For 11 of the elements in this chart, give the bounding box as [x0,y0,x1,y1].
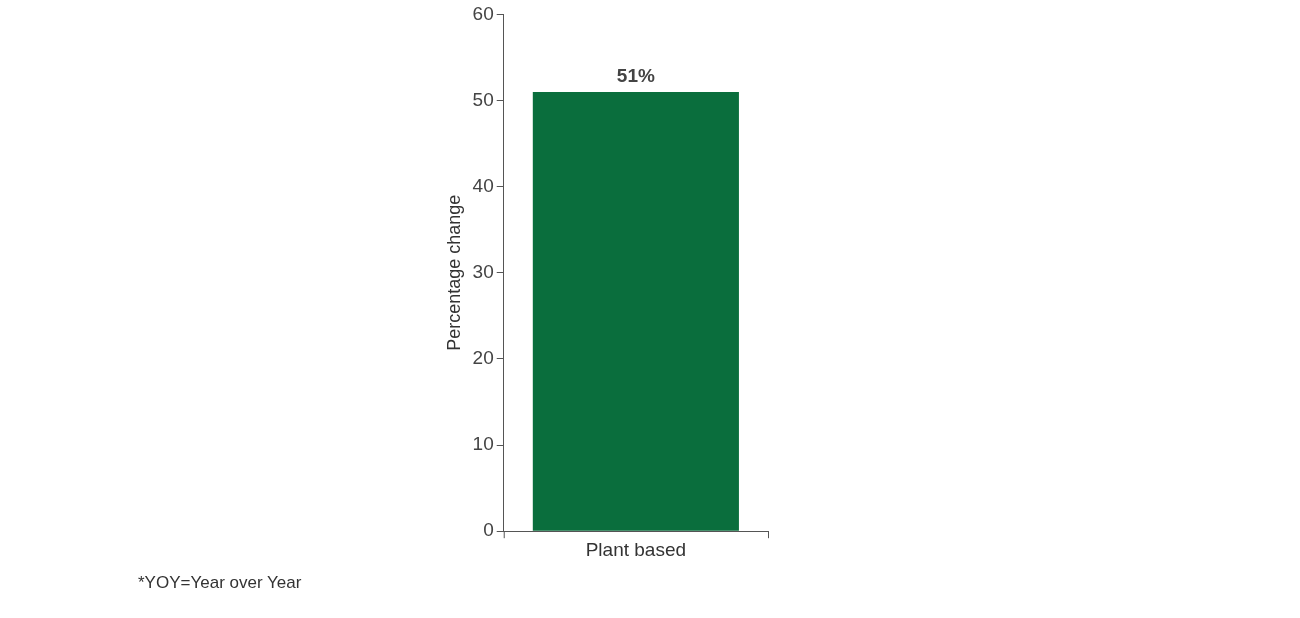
y-tick-label: 20 [472,347,494,369]
y-tick-label: 10 [472,433,494,455]
y-tick-label: 0 [483,519,494,541]
y-tick-label: 40 [472,174,494,196]
y-tick-label: 50 [472,88,494,110]
text: *YOY=Year over Year [138,573,302,592]
y-axis-title: Percentage change [443,194,464,351]
y-tick-label: 30 [472,261,494,283]
y-tick-label: 60 [472,2,494,24]
x-tick-label: Plant based [585,538,687,560]
data-label: 51% [616,64,655,86]
